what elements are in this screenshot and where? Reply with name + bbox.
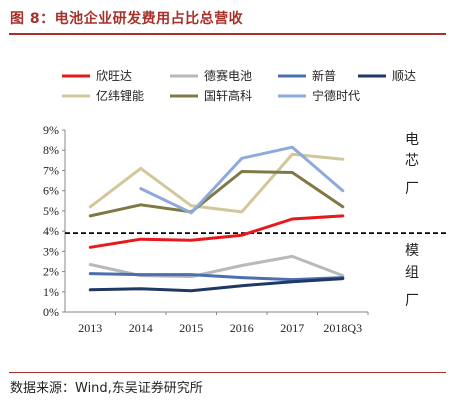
footer-rule xyxy=(9,372,446,373)
y-axis: 0% 1% 2% 3% 4% 5% 6% 7% 8% 9% xyxy=(43,123,65,319)
y-tick-label: 8% xyxy=(43,143,59,157)
x-axis: 2013 2014 2015 2016 2017 2018Q3 xyxy=(78,312,369,335)
y-tick-label: 7% xyxy=(43,163,59,177)
y-tick-label: 2% xyxy=(43,265,59,279)
y-tick-label: 3% xyxy=(43,244,59,258)
y-tick-label: 9% xyxy=(43,123,59,137)
series-line-新普 xyxy=(88,272,345,282)
legend-label: 亿纬锂能 xyxy=(96,88,144,103)
series-line-宁德时代 xyxy=(139,145,345,215)
x-tick-label: 2016 xyxy=(230,321,254,335)
source-note: 数据来源：Wind,东吴证券研究所 xyxy=(10,381,203,396)
series-line-亿纬锂能 xyxy=(88,152,345,214)
side-label-char: 芯 xyxy=(405,153,419,169)
x-tick-label: 2013 xyxy=(78,321,102,335)
legend-label: 顺达 xyxy=(392,69,416,83)
y-tick-label: 6% xyxy=(43,184,59,198)
x-tick-label: 2015 xyxy=(179,321,203,335)
figure-title: 图 8：电池企业研发费用占比总营收 xyxy=(10,11,244,27)
legend-label: 国轩高科 xyxy=(204,88,252,103)
side-label-char: 组 xyxy=(405,265,419,281)
y-tick-label: 0% xyxy=(43,305,59,319)
title-rule xyxy=(9,33,446,35)
series-lines xyxy=(88,145,345,293)
y-tick-label: 1% xyxy=(43,285,59,299)
x-tick-label: 2014 xyxy=(129,321,153,335)
x-tick-label: 2017 xyxy=(280,321,304,335)
side-label-char: 厂 xyxy=(405,293,419,309)
side-label-char: 电 xyxy=(405,132,419,148)
series-line-国轩高科 xyxy=(88,170,345,218)
x-tick-label: 2018Q3 xyxy=(323,321,362,335)
legend-label: 欣旺达 xyxy=(96,69,132,83)
y-tick-label: 4% xyxy=(43,224,59,238)
series-line-欣旺达 xyxy=(88,214,345,249)
y-tick-label: 5% xyxy=(43,204,59,218)
side-label-char: 厂 xyxy=(405,181,419,197)
series-line-顺达 xyxy=(88,277,345,293)
side-label-char: 模 xyxy=(405,243,419,259)
legend-label: 新普 xyxy=(312,68,336,83)
legend-label: 宁德时代 xyxy=(312,88,360,103)
legend-label: 德赛电池 xyxy=(204,68,252,83)
